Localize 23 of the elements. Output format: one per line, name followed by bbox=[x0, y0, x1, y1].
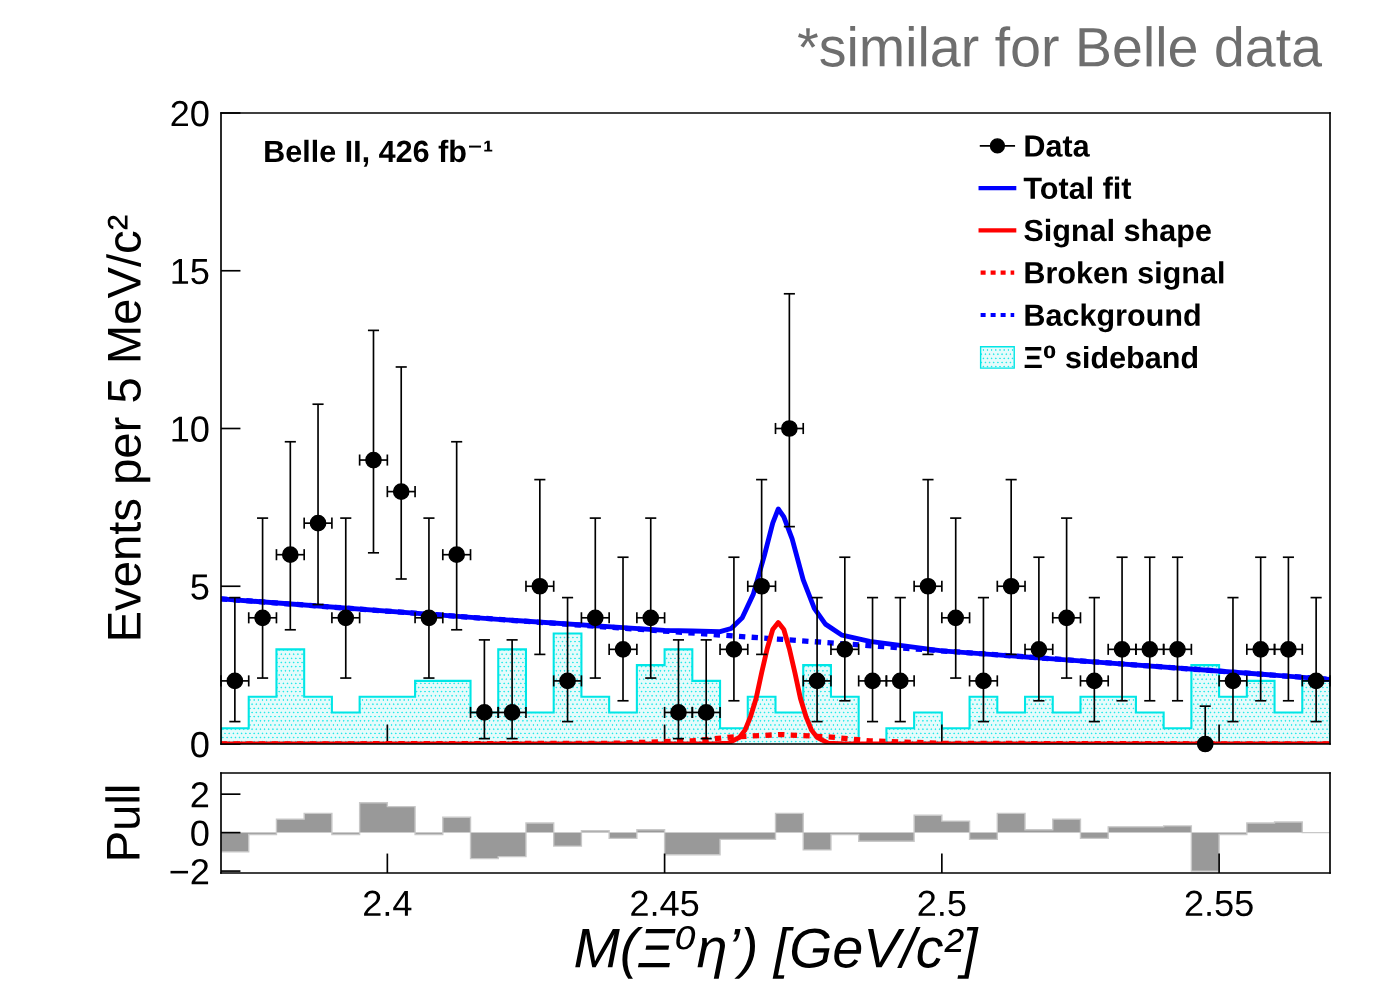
y-tick-label: 2 bbox=[191, 782, 209, 808]
x-tick-label: 2.5 bbox=[918, 890, 966, 917]
legend-label: Background bbox=[1025, 303, 1200, 333]
chart-title: *similar for Belle data bbox=[798, 26, 1323, 67]
y-axis-title: Events per 5 MeV/c² bbox=[106, 215, 151, 639]
y-tick-label: 20 bbox=[171, 100, 209, 127]
y-tick-label: 5 bbox=[191, 574, 209, 600]
y-tick-label: 0 bbox=[191, 820, 209, 847]
x-axis-title: M(Ξ⁰η’) [GeV/c²] bbox=[575, 926, 979, 979]
legend-label: Broken signal bbox=[1025, 261, 1224, 290]
x-tick-label: 2.55 bbox=[1185, 890, 1253, 917]
x-tick-label: 2.4 bbox=[364, 890, 412, 916]
y-tick-label: −2 bbox=[170, 858, 209, 885]
legend-label: Ξ⁰ sideband bbox=[1024, 345, 1198, 369]
annotation: Belle II, 426 fb⁻¹ bbox=[265, 139, 493, 167]
y-tick-label: 15 bbox=[172, 258, 209, 285]
y-axis-title: Pull bbox=[105, 786, 140, 859]
y-tick-label: 10 bbox=[172, 416, 209, 442]
x-tick-label: 2.45 bbox=[631, 890, 699, 917]
legend-label: Signal shape bbox=[1024, 218, 1211, 248]
legend-label: Data bbox=[1025, 135, 1090, 157]
legend-label: Total fit bbox=[1023, 176, 1132, 200]
y-tick-label: 0 bbox=[191, 731, 209, 758]
